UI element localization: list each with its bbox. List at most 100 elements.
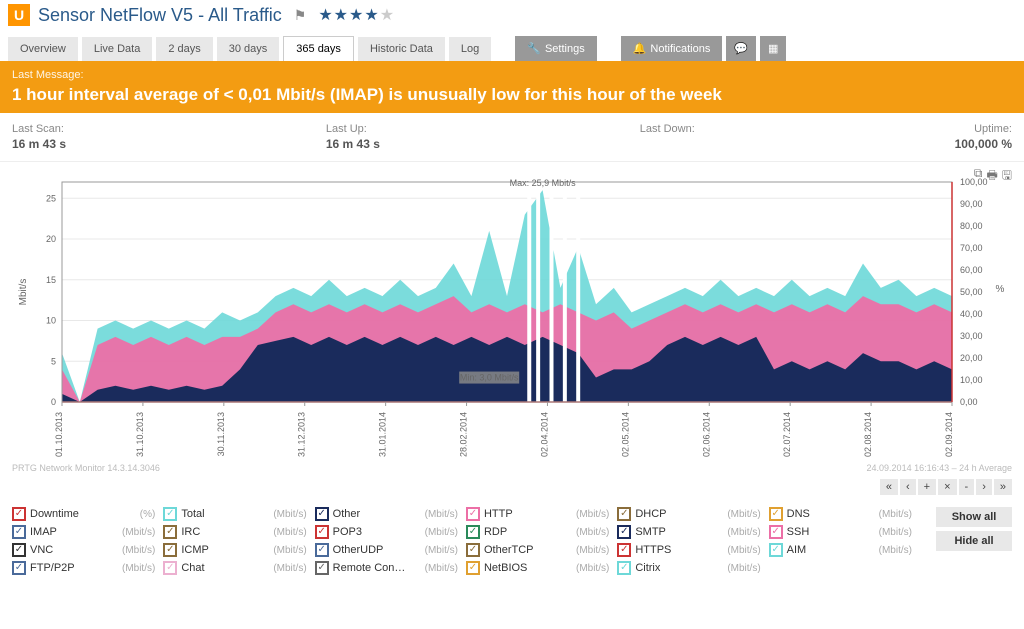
legend-label: DHCP <box>635 508 695 520</box>
legend-item-dns[interactable]: DNS(Mbit/s) <box>769 507 912 521</box>
svg-text:01.10.2013: 01.10.2013 <box>54 412 64 457</box>
legend-checkbox[interactable] <box>12 507 26 521</box>
legend-item-aim[interactable]: AIM(Mbit/s) <box>769 543 912 557</box>
tab-live-data[interactable]: Live Data <box>82 37 152 61</box>
pager-button[interactable]: × <box>938 479 956 495</box>
legend-checkbox[interactable] <box>315 525 329 539</box>
pager-button[interactable]: - <box>959 479 975 495</box>
legend-unit: (Mbit/s) <box>425 509 458 520</box>
legend: Downtime(%) Total(Mbit/s) Other(Mbit/s) HTT… <box>0 499 924 583</box>
legend-unit: (Mbit/s) <box>879 545 912 556</box>
legend-checkbox[interactable] <box>617 525 631 539</box>
legend-item-icmp[interactable]: ICMP(Mbit/s) <box>163 543 306 557</box>
flag-icon[interactable]: ⚑ <box>294 7 307 24</box>
chart-footer-left: PRTG Network Monitor 14.3.14.3046 <box>12 463 160 473</box>
svg-text:40,00: 40,00 <box>960 309 983 319</box>
legend-item-otherudp[interactable]: OtherUDP(Mbit/s) <box>315 543 458 557</box>
legend-checkbox[interactable] <box>315 507 329 521</box>
legend-unit: (Mbit/s) <box>273 563 306 574</box>
legend-unit: (Mbit/s) <box>273 527 306 538</box>
tab-2-days[interactable]: 2 days <box>156 37 212 61</box>
legend-checkbox[interactable] <box>466 507 480 521</box>
legend-unit: (Mbit/s) <box>425 563 458 574</box>
svg-text:02.08.2014: 02.08.2014 <box>863 412 873 457</box>
legend-checkbox[interactable] <box>163 525 177 539</box>
legend-item-pop3[interactable]: POP3(Mbit/s) <box>315 525 458 539</box>
grid-icon-button[interactable]: ▦ <box>760 36 786 61</box>
legend-item-irc[interactable]: IRC(Mbit/s) <box>163 525 306 539</box>
legend-unit: (Mbit/s) <box>122 527 155 538</box>
legend-checkbox[interactable] <box>12 525 26 539</box>
legend-checkbox[interactable] <box>769 525 783 539</box>
legend-label: FTP/P2P <box>30 562 90 574</box>
legend-item-total[interactable]: Total(Mbit/s) <box>163 507 306 521</box>
legend-item-smtp[interactable]: SMTP(Mbit/s) <box>617 525 760 539</box>
legend-unit: (Mbit/s) <box>879 527 912 538</box>
tab-historic-data[interactable]: Historic Data <box>358 37 445 61</box>
svg-text:02.06.2014: 02.06.2014 <box>701 412 711 457</box>
legend-item-dhcp[interactable]: DHCP(Mbit/s) <box>617 507 760 521</box>
legend-label: NetBIOS <box>484 562 544 574</box>
legend-unit: (Mbit/s) <box>727 527 760 538</box>
svg-text:25: 25 <box>46 193 56 203</box>
legend-checkbox[interactable] <box>769 507 783 521</box>
legend-label: HTTPS <box>635 544 695 556</box>
legend-item-othertcp[interactable]: OtherTCP(Mbit/s) <box>466 543 609 557</box>
legend-label: Citrix <box>635 562 695 574</box>
legend-checkbox[interactable] <box>12 543 26 557</box>
legend-label: ICMP <box>181 544 241 556</box>
legend-item-downtime[interactable]: Downtime(%) <box>12 507 155 521</box>
pager-button[interactable]: + <box>918 479 936 495</box>
pager-button[interactable]: « <box>880 479 898 495</box>
legend-checkbox[interactable] <box>617 507 631 521</box>
show-all-button[interactable]: Show all <box>936 507 1012 527</box>
svg-text:Mbit/s: Mbit/s <box>18 279 29 306</box>
legend-unit: (Mbit/s) <box>576 563 609 574</box>
legend-checkbox[interactable] <box>163 543 177 557</box>
legend-item-ftp-p2p[interactable]: FTP/P2P(Mbit/s) <box>12 561 155 575</box>
legend-unit: (Mbit/s) <box>425 527 458 538</box>
legend-item-rdp[interactable]: RDP(Mbit/s) <box>466 525 609 539</box>
legend-checkbox[interactable] <box>466 543 480 557</box>
save-icon[interactable]: 🖫 <box>1002 166 1012 187</box>
legend-checkbox[interactable] <box>769 543 783 557</box>
legend-checkbox[interactable] <box>163 561 177 575</box>
legend-item-remote-con-[interactable]: Remote Con…(Mbit/s) <box>315 561 458 575</box>
svg-text:02.05.2014: 02.05.2014 <box>620 412 630 457</box>
legend-checkbox[interactable] <box>617 543 631 557</box>
legend-item-ssh[interactable]: SSH(Mbit/s) <box>769 525 912 539</box>
legend-item-http[interactable]: HTTP(Mbit/s) <box>466 507 609 521</box>
legend-item-imap[interactable]: IMAP(Mbit/s) <box>12 525 155 539</box>
tab-notifications[interactable]: 🔔Notifications <box>621 36 723 61</box>
legend-checkbox[interactable] <box>466 525 480 539</box>
legend-item-chat[interactable]: Chat(Mbit/s) <box>163 561 306 575</box>
copy-icon[interactable]: ⧉ <box>974 166 983 187</box>
legend-item-https[interactable]: HTTPS(Mbit/s) <box>617 543 760 557</box>
legend-checkbox[interactable] <box>466 561 480 575</box>
rating-stars[interactable]: ★★★★★ <box>318 5 395 25</box>
legend-item-citrix[interactable]: Citrix(Mbit/s) <box>617 561 760 575</box>
tab-log[interactable]: Log <box>449 37 491 61</box>
pager-button[interactable]: › <box>976 479 992 495</box>
hide-all-button[interactable]: Hide all <box>936 531 1012 551</box>
speech-icon-button[interactable]: 💬 <box>726 36 756 61</box>
legend-item-other[interactable]: Other(Mbit/s) <box>315 507 458 521</box>
legend-checkbox[interactable] <box>315 543 329 557</box>
legend-checkbox[interactable] <box>617 561 631 575</box>
tab-365-days[interactable]: 365 days <box>283 36 354 61</box>
legend-checkbox[interactable] <box>163 507 177 521</box>
legend-label: OtherUDP <box>333 544 393 556</box>
tab-settings[interactable]: 🔧Settings <box>515 36 596 61</box>
svg-text:20,00: 20,00 <box>960 353 983 363</box>
pager-button[interactable]: » <box>994 479 1012 495</box>
legend-checkbox[interactable] <box>315 561 329 575</box>
tab-30-days[interactable]: 30 days <box>217 37 280 61</box>
print-icon[interactable]: 🖶 <box>986 166 997 187</box>
tab-overview[interactable]: Overview <box>8 37 78 61</box>
legend-item-netbios[interactable]: NetBIOS (Mbit/s) <box>466 561 609 575</box>
legend-checkbox[interactable] <box>12 561 26 575</box>
legend-item-vnc[interactable]: VNC(Mbit/s) <box>12 543 155 557</box>
tabs-bar: OverviewLive Data2 days30 days365 daysHi… <box>0 30 1024 61</box>
pager-button[interactable]: ‹ <box>900 479 916 495</box>
svg-text:31.01.2014: 31.01.2014 <box>378 412 388 457</box>
